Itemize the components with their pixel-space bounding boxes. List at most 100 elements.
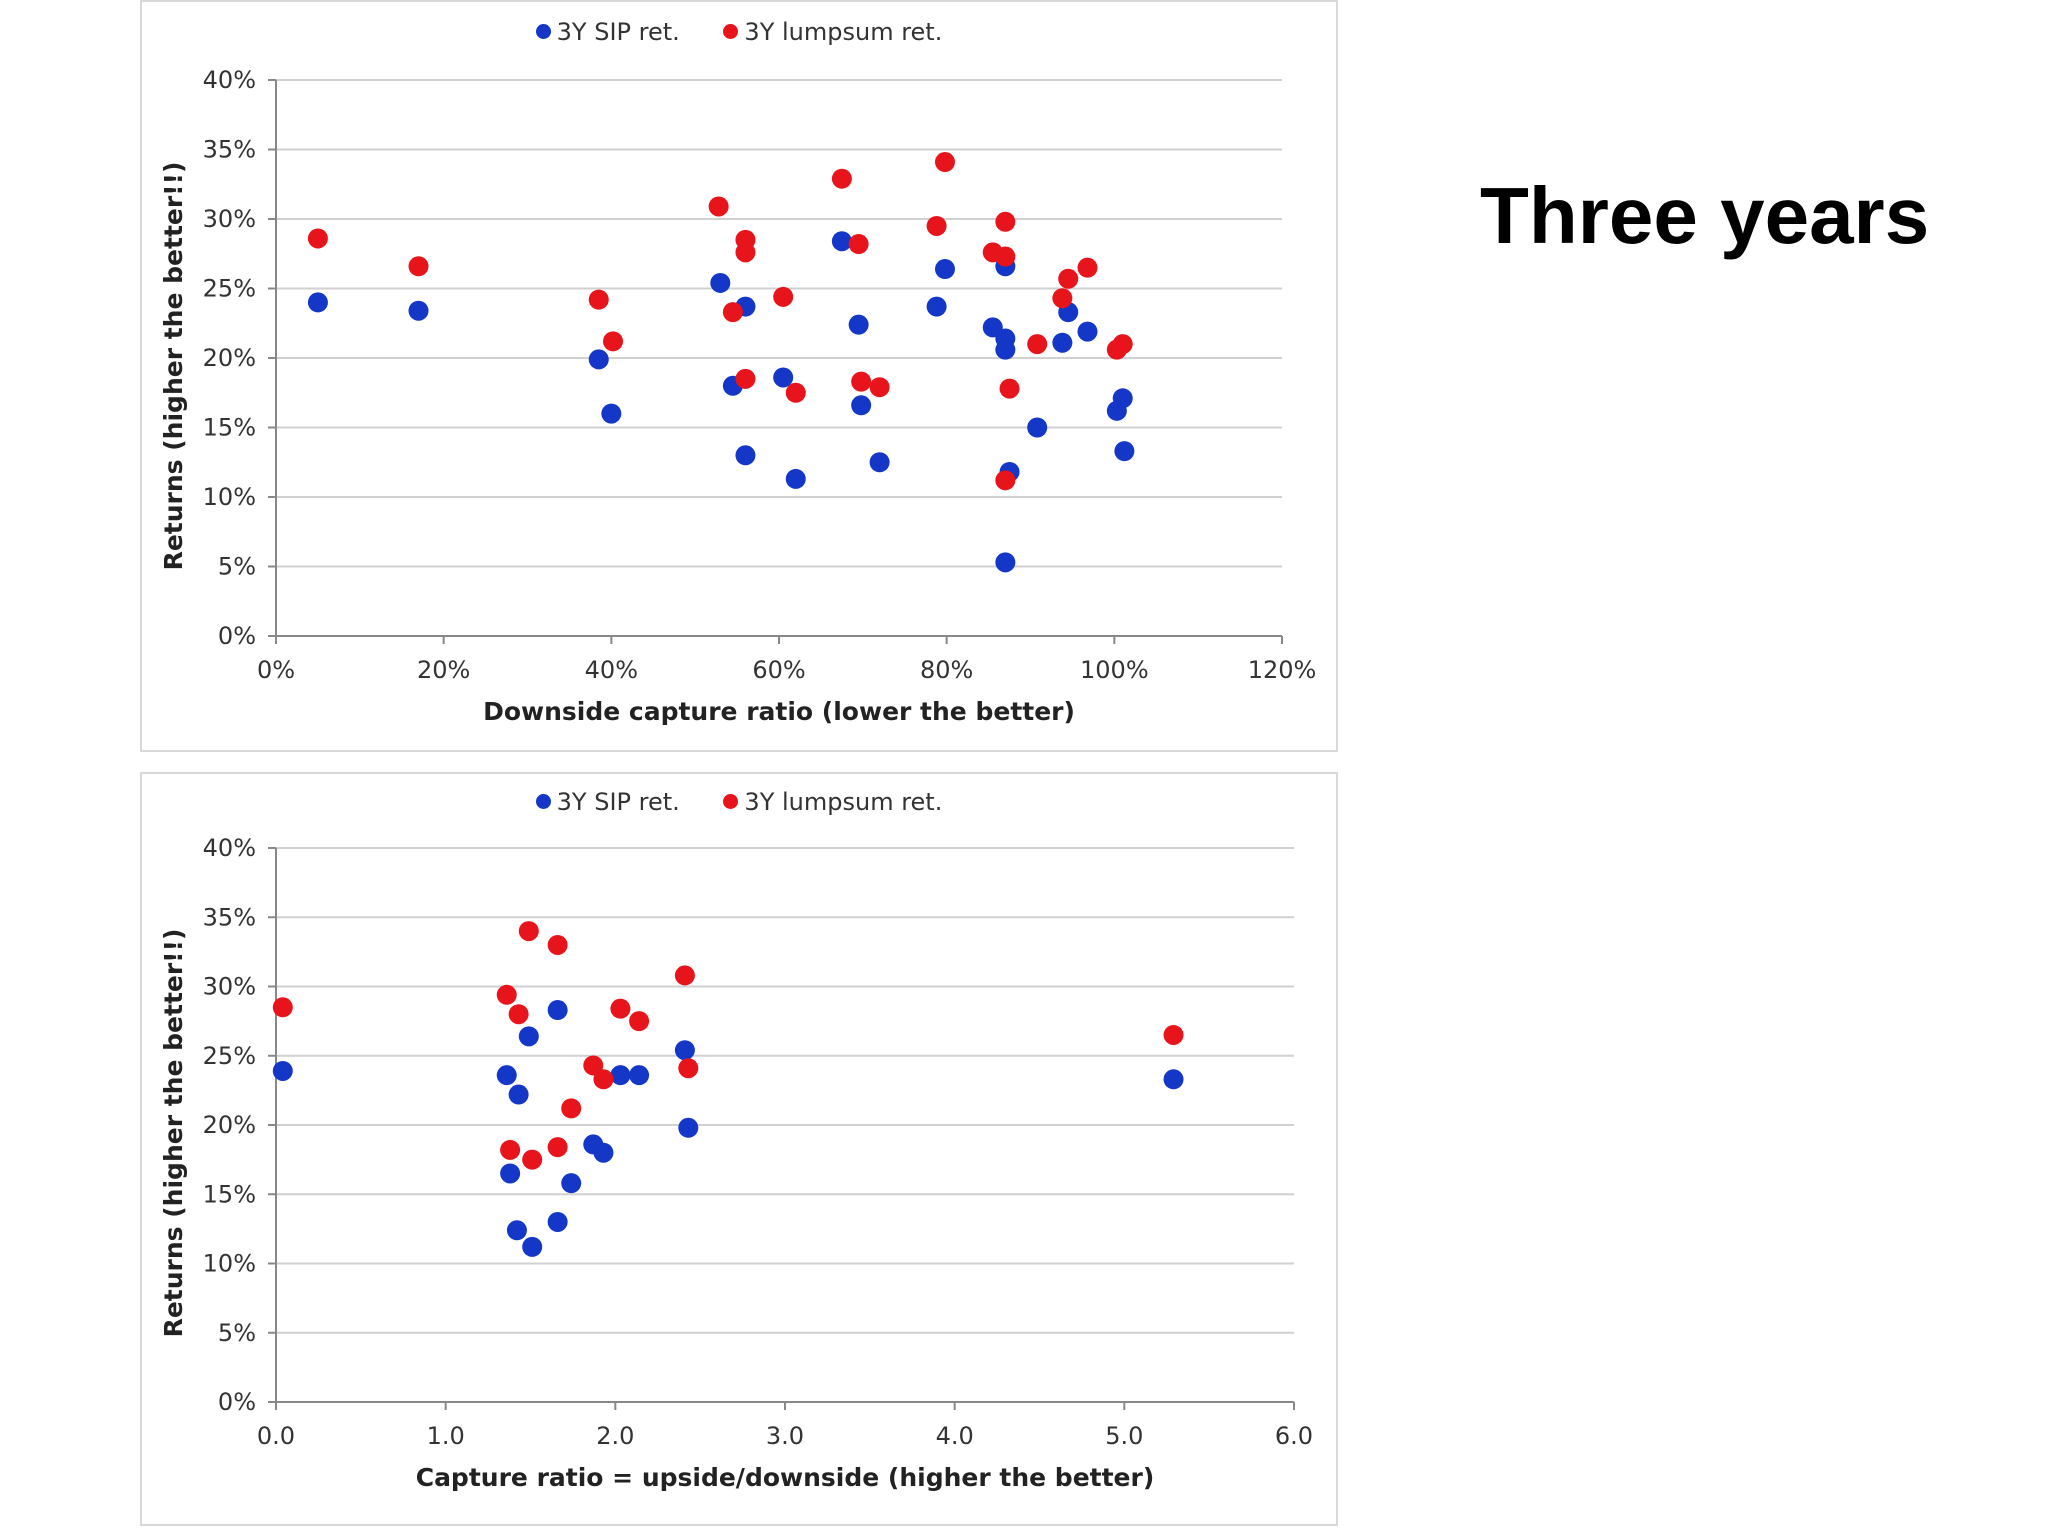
lumpsum-return-point [547,934,568,955]
lumpsum-return-point [674,965,695,986]
lumpsum-return-point [773,286,794,307]
lumpsum-return-point [1077,257,1098,278]
x-tick-label: 2.0 [596,1422,634,1450]
sip-return-point [272,1060,293,1081]
x-tick-label: 20% [417,656,470,684]
y-tick-label: 25% [203,275,256,303]
downside-capture-plot: 0% 5% 10% 15% 20% 25% 30% 35% 40% 0% 20% 40% 60% 80% 1… [159,66,1317,726]
sip-return-point [522,1236,543,1257]
lumpsum-return-point [522,1149,543,1170]
y-tick-label: 30% [203,973,256,1001]
x-axis-title: Downside capture ratio (lower the better… [483,697,1075,726]
y-tick-label: 5% [218,1319,256,1347]
sip-return-point [851,395,872,416]
sip-return-point [408,300,429,321]
x-tick-label: 100% [1080,656,1149,684]
x-tick-label: 80% [920,656,973,684]
x-tick-label: 4.0 [936,1422,974,1450]
lumpsum-return-point [995,211,1016,232]
y-tick-label: 0% [218,1388,256,1416]
y-tick-label: 10% [203,1250,256,1278]
downside-capture-chart: 3Y SIP ret. 3Y lumpsum ret. 0% 5% 10% 15% 20… [140,0,1338,752]
x-tick-label: 40% [585,656,638,684]
sip-return-point [1052,332,1073,353]
y-tick-label: 25% [203,1042,256,1070]
y-tick-label: 20% [203,1111,256,1139]
sip-return-point [848,314,869,335]
sip-return-point [934,259,955,280]
sip-return-point [785,468,806,489]
y-tick-label: 30% [203,205,256,233]
sip-return-point [593,1142,614,1163]
lumpsum-return-point [869,377,890,398]
sip-return-point [307,292,328,313]
lumpsum-return-point [722,302,743,323]
sip-return-point [601,403,622,424]
y-tick-label: 10% [203,483,256,511]
sip-return-point [1114,441,1135,462]
sip-return-point [629,1065,650,1086]
sip-return-point [926,296,947,317]
legend-label-lumpsum: 3Y lumpsum ret. [744,18,943,46]
lumpsum-return-point [603,331,624,352]
sip-return-point [518,1026,539,1047]
lumpsum-return-point [678,1058,699,1079]
y-tick-label: 35% [203,136,256,164]
y-tick-label: 5% [218,553,256,581]
x-tick-label: 120% [1248,656,1317,684]
lumpsum-return-point [735,242,756,263]
lumpsum-return-point [999,378,1020,399]
lumpsum-return-point [1052,288,1073,309]
lumpsum-return-point [588,289,609,310]
y-axis-title: Returns (higher the better!!) [159,929,188,1338]
legend-marker-lumpsum [723,794,739,809]
x-tick-label: 0.0 [257,1422,295,1450]
sip-return-point [547,1211,568,1232]
y-tick-label: 0% [218,622,256,650]
sip-return-point [735,445,756,466]
legend-label-sip: 3Y SIP ret. [556,18,680,46]
x-tick-label: 5.0 [1105,1422,1143,1450]
lumpsum-return-point [307,228,328,249]
lumpsum-return-point [561,1098,582,1119]
sip-return-point [710,272,731,293]
sip-return-point [678,1117,699,1138]
sip-return-point [1112,388,1133,409]
legend-label-sip: 3Y SIP ret. [556,788,680,816]
lumpsum-return-point [926,215,947,236]
sip-return-point [674,1040,695,1061]
x-tick-label: 1.0 [427,1422,465,1450]
sip-return-point [1077,321,1098,342]
legend-item-lumpsum: 3Y lumpsum ret. [723,788,942,816]
lumpsum-return-point [629,1011,650,1032]
lumpsum-return-point [934,152,955,173]
lumpsum-return-point [272,997,293,1018]
y-tick-label: 40% [203,834,256,862]
lumpsum-return-point [583,1055,604,1076]
sip-return-point [610,1065,631,1086]
legend-item-sip: 3Y SIP ret. [535,18,680,46]
sip-return-point [547,1000,568,1021]
lumpsum-return-point [1163,1024,1184,1045]
lumpsum-return-point [995,246,1016,267]
y-tick-label: 40% [203,66,256,94]
sip-return-point [508,1084,529,1105]
y-tick-label: 20% [203,344,256,372]
lumpsum-return-point [593,1069,614,1090]
sip-return-point [869,452,890,473]
lumpsum-return-point [500,1139,521,1160]
legend-marker-sip [535,24,551,39]
x-tick-label: 0% [257,656,295,684]
lumpsum-return-point [508,1004,529,1025]
sip-return-point [773,367,794,388]
lumpsum-return-point [408,256,429,277]
lumpsum-return-point [735,368,756,389]
legend-label-lumpsum: 3Y lumpsum ret. [744,788,943,816]
x-tick-label: 3.0 [766,1422,804,1450]
lumpsum-return-point [547,1137,568,1158]
sip-return-point [995,339,1016,360]
y-axis-title: Returns (higher the better!!) [159,162,188,571]
legend-marker-lumpsum [723,24,739,39]
sip-return-point [1163,1069,1184,1090]
lumpsum-return-point [848,234,869,255]
